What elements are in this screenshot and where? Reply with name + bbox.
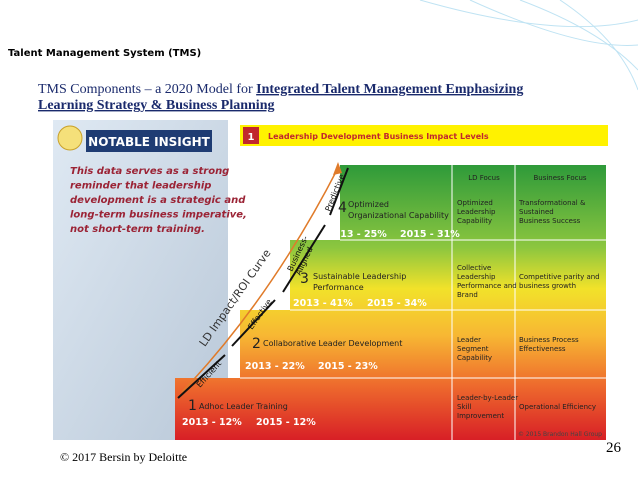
text-line: Segment xyxy=(457,345,489,353)
text-line: Sustained xyxy=(519,208,554,216)
text-line: This data serves as a strong xyxy=(70,166,229,177)
text-line: Collective xyxy=(457,264,491,272)
text-line: Business Process xyxy=(519,336,579,344)
text-line: Collaborative Leader Development xyxy=(263,339,402,348)
level-stat: 2015 - 34% xyxy=(367,298,427,309)
business-focus: Business Process Effectiveness xyxy=(519,336,579,353)
text-line: reminder that leadership xyxy=(70,181,211,192)
text-line: Leader xyxy=(457,336,481,344)
text-line: Performance xyxy=(313,283,364,292)
level-stat: 2013 - 25% xyxy=(327,229,387,240)
decor-swoosh xyxy=(419,0,638,91)
text-line: Improvement xyxy=(457,412,504,420)
banner-text: Leadership Development Business Impact L… xyxy=(268,132,489,141)
level-number: 4 xyxy=(338,200,347,216)
text-line: Leadership xyxy=(457,208,496,216)
insight-text: This data serves as a strong reminder tha… xyxy=(70,166,247,235)
ld-focus: Optimized Leadership Capability xyxy=(457,199,496,225)
ld-focus: Leader Segment Capability xyxy=(457,336,492,362)
text-line: Operational Efficiency xyxy=(519,403,596,411)
level-stat: 2015 - 12% xyxy=(256,417,316,428)
text-line: Competitive parity and xyxy=(519,273,600,281)
text-line: not short-term training. xyxy=(70,224,205,235)
level-number: 1 xyxy=(188,398,197,414)
banner-badge xyxy=(243,127,259,144)
text-line: Adhoc Leader Training xyxy=(199,402,288,411)
footer-copyright: © 2017 Bersin by Deloitte xyxy=(60,450,187,464)
level-number: 3 xyxy=(300,271,309,287)
business-focus: Transformational & Sustained Business Succ… xyxy=(518,199,586,225)
ld-focus: Leader-by-Leader Skill Improvement xyxy=(457,394,518,420)
column-header: LD Focus xyxy=(468,174,500,182)
stage-arrows xyxy=(177,167,349,399)
insight-heading: NOTABLE INSIGHT xyxy=(88,135,210,149)
level-name: Collaborative Leader Development xyxy=(263,339,402,348)
text-line: Effectiveness xyxy=(519,345,566,353)
business-focus: Competitive parity and business growth xyxy=(519,273,600,290)
business-focus: Operational Efficiency xyxy=(519,403,596,411)
text-line: development is a strategic and xyxy=(70,195,246,206)
ld-focus: Collective Leadership Performance and Brand xyxy=(457,264,517,299)
curve-arrowhead xyxy=(333,162,342,175)
grid xyxy=(240,165,606,440)
level-stat: 2015 - 31% xyxy=(400,229,460,240)
impact-levels xyxy=(175,165,606,440)
slide-title: TMS Components – a 2020 Model for Integr… xyxy=(38,82,523,97)
header-title: Talent Management System (TMS) xyxy=(8,48,201,59)
level-number: 2 xyxy=(252,336,261,352)
text-line: Leadership xyxy=(457,273,496,281)
level-stat: 2013 - 41% xyxy=(293,298,353,309)
text-line: Optimized xyxy=(457,199,493,207)
banner-number: 1 xyxy=(248,132,255,143)
slide-title-line: Learning Strategy & Business Planning xyxy=(38,98,274,113)
text-line: Business Success xyxy=(519,217,581,225)
level-stat: 2015 - 23% xyxy=(318,361,378,372)
text-line: Skill xyxy=(457,403,471,411)
text-line: Transformational & xyxy=(518,199,586,207)
level-name: Adhoc Leader Training xyxy=(199,402,288,411)
text-line: Performance and xyxy=(457,282,517,290)
roi-curve xyxy=(181,167,339,393)
level-stat: 2013 - 22% xyxy=(245,361,305,372)
page-number: 26 xyxy=(606,440,622,456)
source: © 2015 Brandon Hall Group xyxy=(518,431,602,438)
banner xyxy=(240,125,608,146)
text-line: Organizational Capability xyxy=(348,211,449,220)
text-line: Capability xyxy=(457,354,492,362)
insight-heading-box xyxy=(86,130,212,152)
text-line: Capability xyxy=(457,217,492,225)
text-line: Sustainable Leadership xyxy=(313,272,406,281)
level-stat: 2013 - 12% xyxy=(182,417,242,428)
text-line: long-term business imperative, xyxy=(70,210,247,221)
text-line: Leader-by-Leader xyxy=(457,394,518,402)
text-line: business growth xyxy=(519,282,576,290)
level-name: Sustainable Leadership Performance xyxy=(313,272,406,292)
text-line: Brand xyxy=(457,291,478,299)
level-name: Optimized Organizational Capability xyxy=(348,200,449,220)
text-line: Optimized xyxy=(348,200,389,209)
bulb-icon xyxy=(57,125,83,151)
column-header: Business Focus xyxy=(533,174,586,182)
